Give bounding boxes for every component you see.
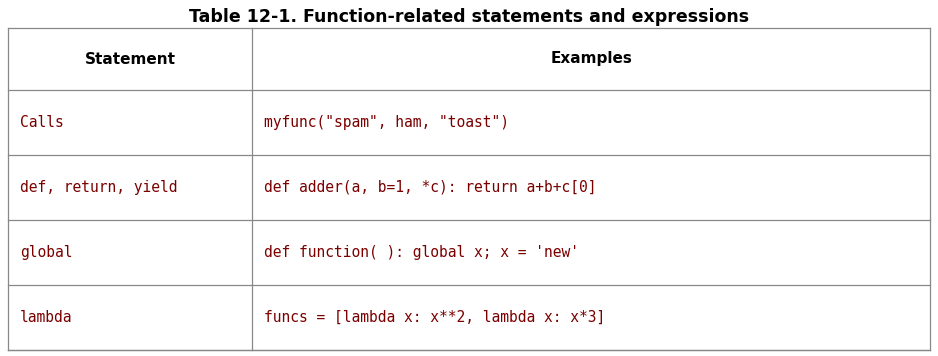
Text: Table 12-1. Function-related statements and expressions: Table 12-1. Function-related statements … [189, 8, 749, 26]
Text: global: global [20, 245, 72, 260]
Text: funcs = [lambda x: x**2, lambda x: x*3]: funcs = [lambda x: x**2, lambda x: x*3] [265, 310, 606, 325]
Text: def adder(a, b=1, *c): return a+b+c[0]: def adder(a, b=1, *c): return a+b+c[0] [265, 180, 597, 195]
Text: Statement: Statement [84, 52, 175, 67]
Text: Calls: Calls [20, 115, 64, 130]
Text: lambda: lambda [20, 310, 72, 325]
Text: myfunc("spam", ham, "toast"): myfunc("spam", ham, "toast") [265, 115, 509, 130]
Text: Examples: Examples [551, 52, 632, 67]
Text: def function( ): global x; x = 'new': def function( ): global x; x = 'new' [265, 245, 580, 260]
Text: def, return, yield: def, return, yield [20, 180, 177, 195]
